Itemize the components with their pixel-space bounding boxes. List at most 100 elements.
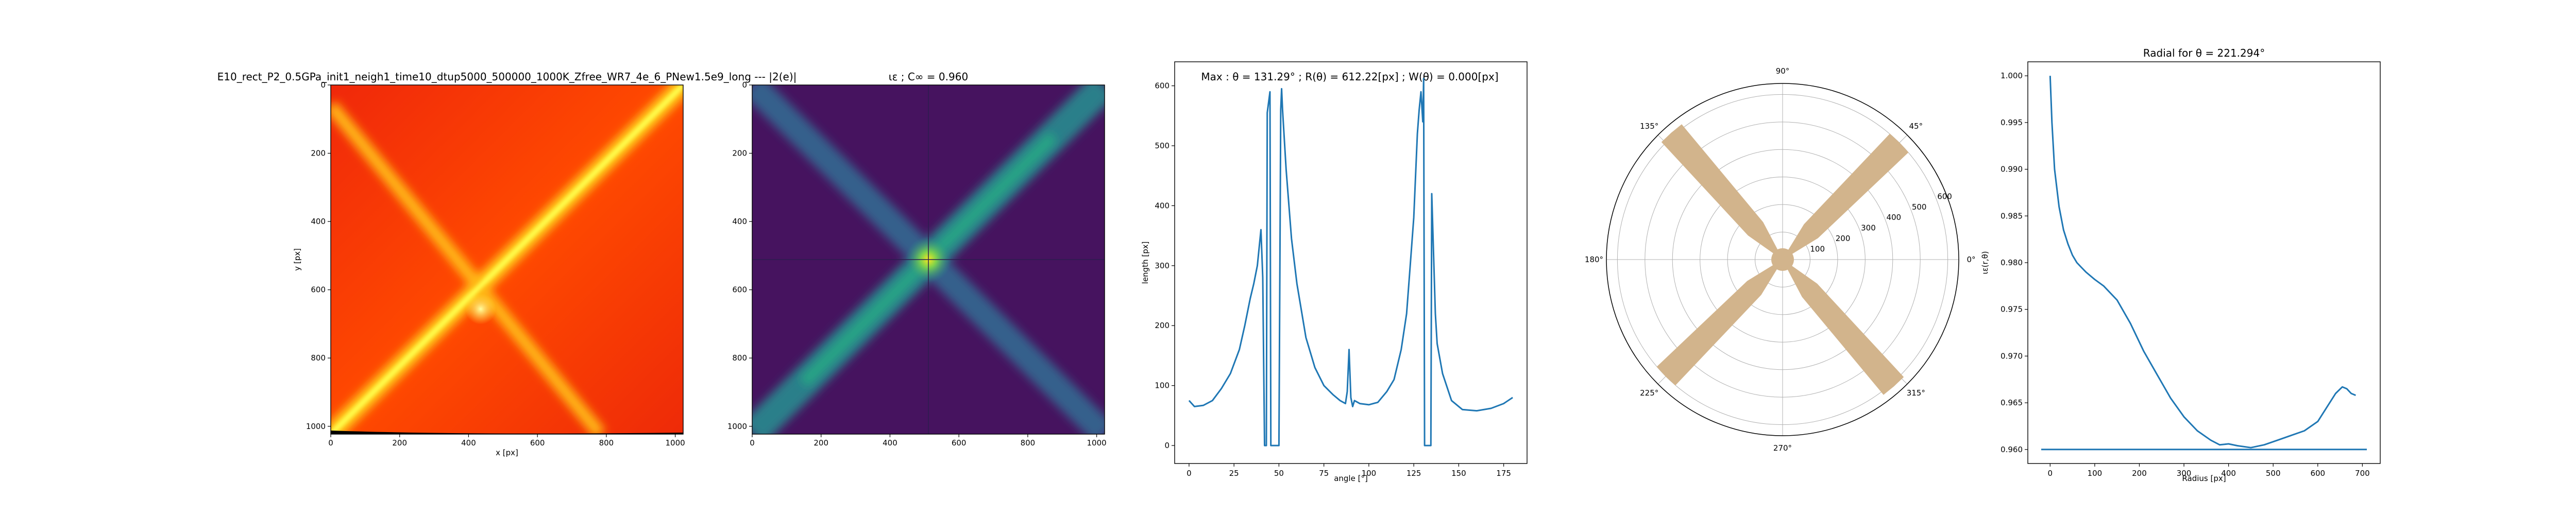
y-tick-label: 600: [732, 285, 747, 295]
x-tick-label: 125: [1406, 469, 1421, 478]
x-tick-label: 0: [1187, 469, 1192, 478]
polar-angle-label: 180°: [1585, 255, 1603, 264]
panel-angle-length-plot: Max : θ = 131.29° ; R(θ) = 612.22[px] ; …: [1141, 61, 1528, 483]
x-tick-label: 200: [814, 438, 828, 448]
polar-angle-label: 315°: [1907, 388, 1925, 398]
polar-center-blob: [1771, 248, 1794, 271]
y-tick-label: 600: [1155, 81, 1170, 91]
y-tick-label: 0: [1164, 441, 1170, 450]
y-tick-label: 0.970: [2001, 351, 2023, 360]
panel-polar-plot: 0° 45° 90° 135° 180° 225° 270° 315° 100 200 300 400…: [1585, 66, 1976, 453]
y-tick-label: 1.000: [2001, 71, 2023, 80]
polar-lobe: [1661, 124, 1783, 260]
polar-angle-label: 45°: [1909, 122, 1923, 131]
y-tick-label: 0: [742, 80, 747, 90]
x-tick-label: 600: [2310, 469, 2325, 478]
x-tick-label: 25: [1229, 469, 1239, 478]
polar-radius-label: 200: [1836, 234, 1851, 243]
y-tick-label: 400: [311, 217, 326, 226]
x-tick-label: 700: [2355, 469, 2370, 478]
y-tick-label: 0.960: [2001, 445, 2023, 454]
panel5-xlabel: Radius [px]: [2182, 474, 2226, 483]
x-tick-label: 0: [750, 438, 755, 448]
panel3-series-length: [1188, 78, 1513, 447]
x-tick-label: 400: [883, 438, 897, 448]
y-tick-label: 200: [732, 149, 747, 158]
x-tick-label: 400: [2221, 469, 2236, 478]
x-tick-label: 150: [1451, 469, 1466, 478]
panel1-title: E10_rect_P2_0.5GPa_init1_neigh1_time10_d…: [217, 71, 797, 83]
y-tick-label: 600: [311, 285, 326, 295]
panel-heatmap-strain: E10_rect_P2_0.5GPa_init1_neigh1_time10_d…: [217, 71, 797, 457]
polar-radius-label: 400: [1886, 213, 1901, 222]
x-tick-label: 300: [2177, 469, 2192, 478]
panel3-ticks: 0 25 50 75 100 125 150 175 0 100 200 300 400 500 600: [1155, 81, 1511, 478]
polar-radius-label: 600: [1937, 192, 1952, 201]
y-tick-label: 200: [311, 149, 326, 158]
y-tick-label: 1000: [306, 422, 326, 431]
polar-radius-label: 500: [1912, 202, 1927, 212]
x-tick-label: 1000: [1087, 438, 1107, 448]
x-tick-label: 500: [2266, 469, 2281, 478]
x-tick-label: 0: [328, 438, 333, 448]
x-tick-label: 400: [461, 438, 476, 448]
polar-lobes: [1656, 124, 1909, 395]
panel5-title: Radial for θ = 221.294°: [2143, 47, 2265, 59]
polar-angle-label: 90°: [1776, 66, 1790, 76]
panel3-title: Max : θ = 131.29° ; R(θ) = 612.22[px] ; …: [1201, 71, 1498, 83]
panel-heatmap-correlation: ιε ; C∞ = 0.960 0 200 400 600 800 10000200400…: [727, 71, 1107, 448]
x-tick-label: 800: [1021, 438, 1036, 448]
polar-angle-label: 225°: [1640, 388, 1658, 398]
x-tick-label: 1000: [666, 438, 685, 448]
x-tick-label: 800: [599, 438, 614, 448]
x-tick-label: 100: [2088, 469, 2103, 478]
polar-radius-label: 100: [1810, 245, 1825, 254]
x-tick-label: 200: [2132, 469, 2147, 478]
x-tick-label: 175: [1496, 469, 1511, 478]
polar-lobe: [1782, 133, 1909, 260]
x-tick-label: 75: [1319, 469, 1329, 478]
heatmap1-peak: [465, 294, 496, 324]
panel5-series-radial: [2049, 76, 2356, 449]
y-tick-label: 0.995: [2001, 118, 2023, 127]
y-tick-label: 800: [311, 353, 326, 363]
panel2-title: ιε ; C∞ = 0.960: [889, 71, 968, 83]
y-tick-label: 200: [1155, 321, 1170, 330]
panel5-ylabel: ιε(r,θ): [1980, 251, 1990, 274]
y-tick-label: 100: [1155, 381, 1170, 390]
polar-labels: 0° 45° 90° 135° 180° 225° 270° 315° 100 200 300 400…: [1585, 66, 1976, 453]
polar-lobe: [1782, 259, 1904, 395]
polar-angle-label: 135°: [1640, 122, 1658, 131]
y-tick-label: 400: [1155, 201, 1170, 210]
heatmap1-band-antidiagonal: [331, 101, 606, 434]
polar-angle-label: 0°: [1967, 255, 1975, 264]
panel1-xlabel: x [px]: [496, 448, 518, 457]
x-tick-label: 0: [2048, 469, 2053, 478]
y-tick-label: 0.980: [2001, 258, 2023, 267]
polar-angle-label: 270°: [1773, 443, 1792, 453]
y-tick-label: 0.985: [2001, 211, 2023, 220]
polar-lobe: [1656, 259, 1783, 386]
y-tick-label: 500: [1155, 141, 1170, 150]
y-tick-label: 800: [732, 353, 747, 363]
y-tick-label: 0.965: [2001, 398, 2023, 407]
x-tick-label: 200: [392, 438, 407, 448]
x-tick-label: 100: [1362, 469, 1377, 478]
y-tick-label: 300: [1155, 261, 1170, 270]
panel5-ticks: 0 100 200 300 400 500 600 700 0.960 0.965 0.970 0.9…: [2001, 71, 2370, 478]
x-tick-label: 600: [530, 438, 545, 448]
y-tick-label: 400: [732, 217, 747, 226]
y-tick-label: 0: [320, 80, 326, 90]
panel-radial-profile: Radial for θ = 221.294° 0 100 200 300 400 500…: [1980, 47, 2381, 483]
x-tick-label: 50: [1274, 469, 1284, 478]
panel1-ylabel: y [px]: [293, 248, 302, 271]
x-tick-label: 600: [952, 438, 967, 448]
y-tick-label: 1000: [727, 422, 747, 431]
y-tick-label: 0.975: [2001, 305, 2023, 314]
panel3-ylabel: length [px]: [1141, 242, 1150, 284]
polar-radius-label: 300: [1861, 224, 1876, 233]
y-tick-label: 0.990: [2001, 165, 2023, 174]
